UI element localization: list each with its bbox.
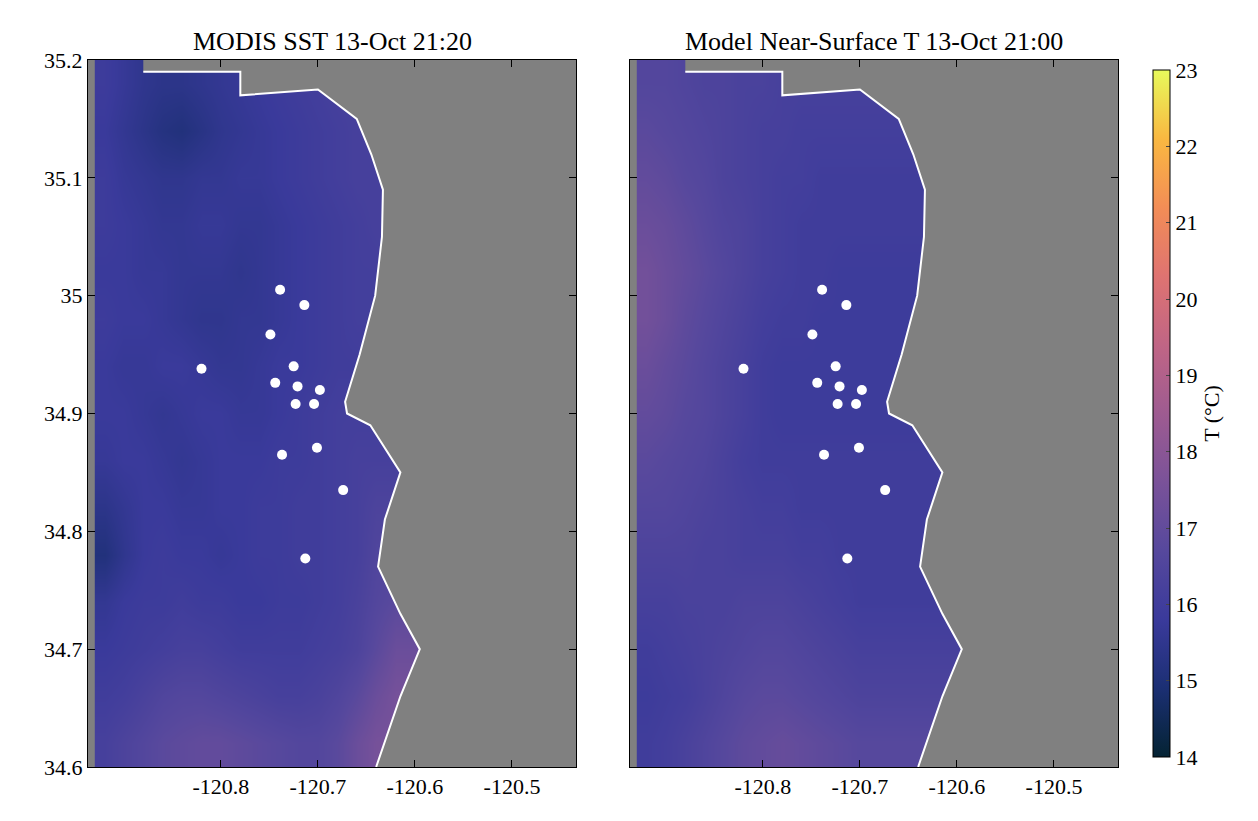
svg-text:34.6: 34.6 [44, 755, 83, 780]
svg-text:-120.8: -120.8 [192, 774, 249, 799]
svg-text:MODIS SST 13-Oct 21:20: MODIS SST 13-Oct 21:20 [193, 27, 472, 56]
svg-text:23: 23 [1175, 58, 1197, 83]
svg-text:-120.6: -120.6 [387, 774, 444, 799]
svg-text:18: 18 [1175, 439, 1197, 464]
svg-text:19: 19 [1175, 363, 1197, 388]
svg-text:34.8: 34.8 [44, 519, 83, 544]
svg-text:22: 22 [1175, 134, 1197, 159]
svg-text:Model Near-Surface T 13-Oct 21: Model Near-Surface T 13-Oct 21:00 [685, 27, 1063, 56]
svg-text:16: 16 [1175, 592, 1197, 617]
svg-text:T (°C): T (°C) [1199, 385, 1224, 442]
svg-text:15: 15 [1175, 668, 1197, 693]
svg-text:35: 35 [61, 283, 83, 308]
svg-text:-120.5: -120.5 [484, 774, 541, 799]
svg-text:35.1: 35.1 [44, 166, 83, 191]
svg-text:21: 21 [1175, 210, 1197, 235]
svg-text:-120.8: -120.8 [734, 774, 791, 799]
svg-text:-120.5: -120.5 [1026, 774, 1083, 799]
svg-text:-120.7: -120.7 [832, 774, 889, 799]
svg-text:34.9: 34.9 [44, 401, 83, 426]
svg-text:34.7: 34.7 [44, 637, 83, 662]
svg-text:14: 14 [1175, 745, 1197, 770]
svg-text:35.2: 35.2 [44, 48, 83, 73]
svg-text:-120.7: -120.7 [290, 774, 347, 799]
svg-text:-120.6: -120.6 [929, 774, 986, 799]
svg-text:17: 17 [1175, 516, 1197, 541]
svg-text:20: 20 [1175, 287, 1197, 312]
